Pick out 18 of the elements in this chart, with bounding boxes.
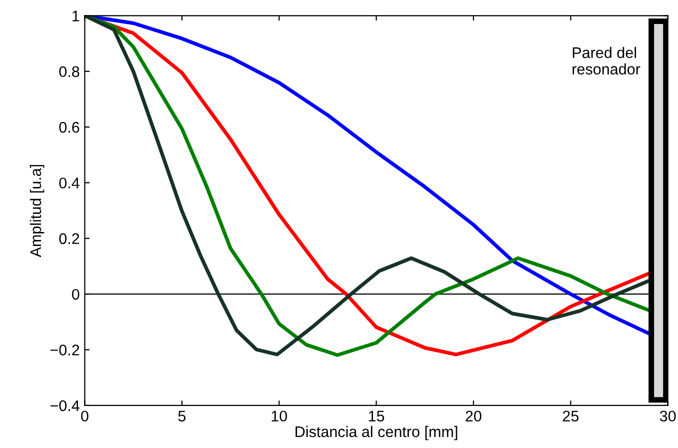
y-axis-title: Amplitud [u.a] (30, 164, 44, 258)
y-tick-label: 0.4 (59, 178, 80, 188)
y-tick-label: −0.2 (50, 344, 80, 356)
x-tick-label: 10 (272, 410, 288, 422)
x-tick-label: 15 (368, 410, 384, 422)
y-tick-label: 0.2 (59, 233, 80, 244)
x-tick-label: 20 (466, 410, 482, 422)
y-tick-label: 0 (72, 288, 80, 300)
annotation: Pared del resonador (572, 46, 640, 75)
x-tick-label: 30 (660, 410, 676, 422)
y-tick-label: 0.8 (59, 66, 80, 78)
x-tick-label: 25 (562, 410, 579, 422)
x-axis-title: Distancia al centro [mm] (296, 426, 458, 440)
x-tick-label: 5 (178, 410, 186, 422)
x-tick-label: 0 (81, 410, 88, 422)
y-tick-label: −0.4 (50, 400, 80, 412)
y-tick-label: 0.6 (59, 122, 80, 133)
y-tick-label: 1 (72, 10, 80, 22)
